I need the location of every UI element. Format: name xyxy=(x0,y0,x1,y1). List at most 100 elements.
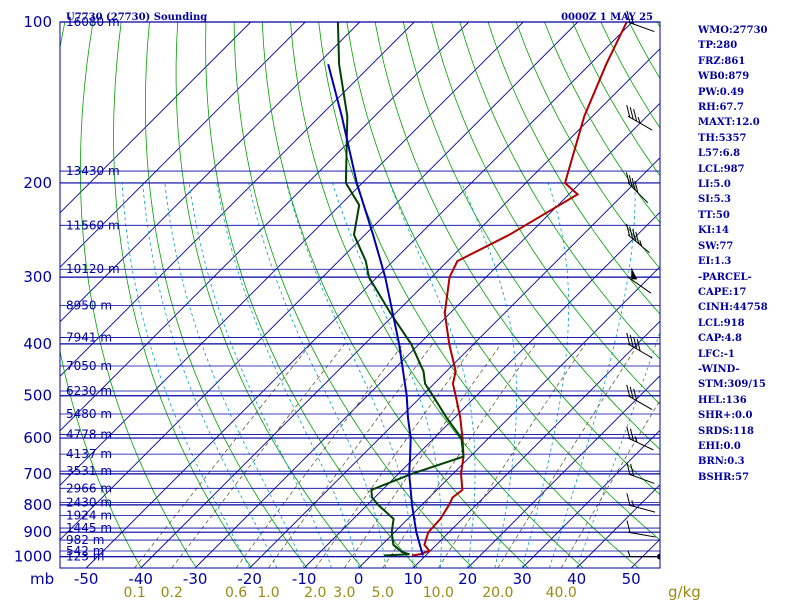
index-item: TH:5357 xyxy=(698,132,747,144)
isotherm-line xyxy=(60,22,579,541)
height-tick-label: 5480 m xyxy=(66,407,112,421)
temperature-tick-label: 10 xyxy=(404,570,423,588)
index-item: WB0:879 xyxy=(698,71,750,83)
temperature-tick-label: 50 xyxy=(622,570,641,588)
wind-barb xyxy=(626,426,654,451)
index-item: L57:6.8 xyxy=(698,148,741,160)
wind-barb xyxy=(626,223,650,254)
height-tick-label: 11560 m xyxy=(66,218,120,232)
wind-barbs xyxy=(625,10,656,558)
mixing-ratio-line xyxy=(497,343,639,568)
mixing-ratio-tick-label: 1.0 xyxy=(257,585,279,600)
wind-barb xyxy=(626,332,653,359)
wind-barb-staff xyxy=(627,276,652,294)
wind-barb-flag xyxy=(626,223,631,237)
mixing-ratio-line xyxy=(268,343,434,568)
wind-barb-flag xyxy=(636,338,641,352)
dry-adiabat-line xyxy=(113,22,252,568)
index-item: EI:1.3 xyxy=(698,256,732,268)
index-item: TP:280 xyxy=(698,40,738,52)
pressure-tick-label: 600 xyxy=(23,429,52,447)
moist-adiabat-line xyxy=(521,182,570,568)
height-tick-label: 542 m xyxy=(66,544,104,558)
dry-adiabat-line xyxy=(290,22,584,568)
wind-barb-flag xyxy=(626,105,631,118)
index-item: STM:309/15 xyxy=(698,379,766,391)
height-tick-label: 7050 m xyxy=(66,359,112,373)
pressure-tick-label: 300 xyxy=(23,268,52,286)
dry-adiabat-line xyxy=(205,22,418,568)
isotherm-line xyxy=(60,22,252,214)
isotherm-line xyxy=(60,22,361,323)
index-item: SW:77 xyxy=(698,240,734,252)
moist-adiabat-line xyxy=(549,182,636,568)
wind-barb-staff xyxy=(627,473,655,484)
wind-barb-flag xyxy=(632,229,637,242)
temperature-tick-label: -50 xyxy=(74,570,99,588)
wind-barb-half-flag xyxy=(637,116,641,124)
index-item: BRN:0.3 xyxy=(698,456,745,468)
height-tick-label: 1924 m xyxy=(66,509,112,523)
wind-barb xyxy=(626,105,653,131)
pressure-tick-label: 400 xyxy=(23,335,52,353)
index-item: TT:50 xyxy=(698,209,730,221)
moist-adiabat-line xyxy=(188,182,332,568)
wind-barb-flag xyxy=(628,175,633,188)
index-item: HEL:136 xyxy=(698,394,747,406)
wind-barb-flag xyxy=(633,388,638,401)
temperature-profile-line xyxy=(411,22,628,557)
pressure-tick-label: 100 xyxy=(23,13,52,31)
index-item: BSHR:57 xyxy=(698,471,750,483)
height-tick-label: 13430 m xyxy=(66,164,120,178)
moist-adiabats xyxy=(121,182,660,568)
index-item: LCL:987 xyxy=(698,163,745,175)
mixing-ratio-line xyxy=(171,343,346,568)
index-item: SI:5.3 xyxy=(698,194,731,206)
dewpoint-profile-line xyxy=(336,22,465,557)
moist-adiabat-line xyxy=(576,330,660,568)
isotherm-line xyxy=(412,320,660,568)
mixing-ratio-tick-label: 2.0 xyxy=(304,585,326,600)
height-tick-label: 982 m xyxy=(66,533,104,547)
temperature-tick-label: 30 xyxy=(513,570,532,588)
wind-barb-staff xyxy=(627,21,655,33)
wind-barb-flag xyxy=(625,172,630,185)
moist-adiabat-line xyxy=(216,182,360,568)
isotherm-line xyxy=(303,211,660,568)
pressure-unit-label: mb xyxy=(30,570,54,588)
dry-adiabat-line xyxy=(144,22,308,568)
temperature-tick-label: 20 xyxy=(458,570,477,588)
wind-barb-staff xyxy=(627,343,653,359)
wind-barb-flag xyxy=(626,384,631,397)
moist-adiabat-line xyxy=(389,182,476,568)
dry-adiabat-line xyxy=(374,22,660,496)
moist-adiabat-line xyxy=(142,182,278,568)
isotherm-line xyxy=(249,157,660,568)
index-item: LCL:918 xyxy=(698,317,745,329)
height-tick-label: 3531 m xyxy=(66,464,112,478)
wind-barb xyxy=(627,267,652,294)
wind-barb-half-flag xyxy=(627,550,631,557)
mixing-ratio-tick-label: 0.2 xyxy=(161,585,183,600)
isotherm-line xyxy=(60,22,306,268)
wind-barb-flag xyxy=(629,428,634,441)
wind-barb-half-flag xyxy=(639,240,643,247)
wind-barb xyxy=(626,520,656,538)
wind-barb-flag xyxy=(634,180,639,193)
wind-barb-staff xyxy=(627,437,654,451)
index-item: CAPE:17 xyxy=(698,286,747,298)
isotherm-line xyxy=(358,266,660,568)
wind-barb-flag xyxy=(626,10,631,23)
pressure-tick-label: 500 xyxy=(23,387,52,405)
dry-adiabat-line xyxy=(233,22,473,568)
wind-barb-flag xyxy=(629,107,634,120)
parcel-profile-line xyxy=(327,64,424,556)
moist-adiabat-line xyxy=(332,182,442,568)
temperature-tick-label: -30 xyxy=(183,570,208,588)
index-item: -WIND- xyxy=(698,363,740,375)
index-item: SRDS:118 xyxy=(698,425,754,437)
height-tick-label: 4778 m xyxy=(66,428,112,442)
moist-adiabat-line xyxy=(164,182,305,568)
mixing-ratio-tick-label: 20.0 xyxy=(482,585,513,600)
